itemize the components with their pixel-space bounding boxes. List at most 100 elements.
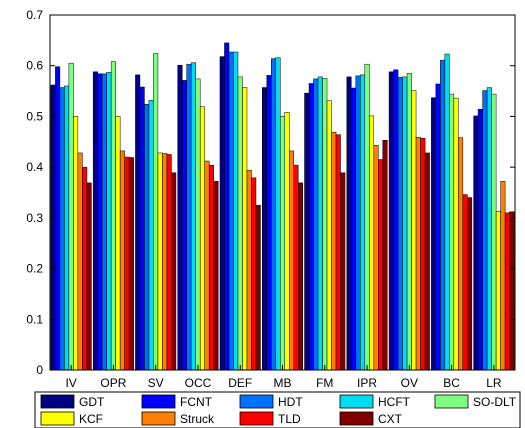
x-axis: IV OPR SV OCC DEF MB FM IPR OV BC LR — [65, 365, 502, 390]
bar-gdt-opr — [92, 71, 98, 371]
y-tick-label: 0.4 — [26, 160, 43, 174]
bar-hdt-ipr — [355, 75, 361, 371]
bar-tld-lr — [504, 212, 510, 371]
legend-swatch-kcf — [40, 411, 75, 426]
legend: GDT FCNT HDT HCFT SO-DLT KCF Struck TLD CXT — [34, 391, 521, 428]
bar-hdt-def — [228, 51, 234, 371]
bar-kcf-iv — [73, 116, 79, 371]
bar-tld-occ — [208, 164, 214, 371]
bar-struck-ipr — [373, 145, 379, 371]
bar-so-dlt-fm — [322, 78, 328, 371]
bar-hdt-fm — [313, 78, 319, 371]
bar-struck-ov — [415, 136, 421, 371]
bar-tld-mb — [293, 164, 299, 371]
bar-fcnt-ipr — [351, 87, 357, 371]
bar-cxt-bc — [467, 197, 473, 371]
bar-so-dlt-ipr — [364, 63, 370, 371]
bar-struck-sv — [162, 153, 168, 371]
y-tick-label: 0 — [36, 363, 43, 377]
y-tick-label: 0.7 — [26, 8, 43, 22]
x-tick-label: DEF — [228, 376, 252, 390]
legend-label-kcf: KCF — [79, 412, 103, 426]
bar-fcnt-opr — [97, 73, 103, 371]
bar-so-dlt-sv — [153, 53, 159, 371]
legend-label-cxt: CXT — [378, 412, 403, 426]
bar-hdt-bc — [440, 59, 446, 371]
bar-hcft-opr — [106, 72, 112, 371]
bar-kcf-lr — [495, 211, 501, 371]
bar-hcft-ipr — [360, 74, 366, 371]
bar-hcft-sv — [148, 99, 154, 371]
bar-gdt-sv — [135, 74, 141, 371]
x-tick-label: SV — [148, 376, 164, 390]
bar-kcf-def — [242, 87, 248, 371]
bar-tld-bc — [462, 194, 468, 371]
y-tick-label: 0.3 — [26, 211, 43, 225]
y-tick-label: 0.5 — [26, 109, 43, 123]
bar-so-dlt-opr — [110, 61, 116, 371]
legend-label-hdt: HDT — [278, 395, 303, 409]
x-tick-label: BC — [443, 376, 460, 390]
legend-swatch-hdt — [239, 394, 274, 409]
bar-gdt-def — [219, 56, 225, 371]
bar-kcf-sv — [157, 152, 163, 371]
bar-cxt-mb — [298, 182, 303, 371]
y-tick-label: 0.2 — [26, 262, 43, 276]
bar-kcf-bc — [453, 97, 459, 371]
x-tick-label: OPR — [100, 376, 126, 390]
bar-struck-occ — [204, 160, 210, 371]
x-tick-label: OV — [401, 376, 418, 390]
bar-gdt-ipr — [346, 76, 352, 371]
bar-struck-opr — [119, 150, 125, 371]
bar-tld-ov — [420, 137, 426, 371]
bar-cxt-fm — [340, 172, 346, 371]
bar-fcnt-occ — [181, 80, 187, 371]
legend-label-so-dlt: SO-DLT — [473, 395, 517, 409]
bar-gdt-occ — [177, 64, 183, 371]
bar-cxt-ov — [424, 152, 430, 371]
bar-struck-def — [246, 169, 252, 371]
bar-hdt-mb — [271, 58, 276, 371]
bar-gdt-iv — [50, 84, 56, 371]
bar-kcf-mb — [284, 112, 290, 371]
bar-fcnt-sv — [139, 86, 145, 371]
bar-cxt-sv — [171, 172, 177, 371]
x-tick-label: LR — [486, 376, 502, 390]
bar-kcf-occ — [199, 106, 205, 371]
bar-cxt-iv — [86, 182, 92, 371]
bar-kcf-ipr — [369, 115, 375, 371]
bar-hcft-bc — [444, 53, 450, 371]
bars-layer — [50, 42, 515, 371]
x-tick-label: FM — [316, 376, 333, 390]
bar-fcnt-iv — [55, 66, 61, 371]
legend-label-hcft: HCFT — [378, 395, 411, 409]
bar-hdt-opr — [101, 73, 107, 371]
legend-swatch-tld — [239, 411, 274, 426]
bar-hcft-mb — [275, 57, 281, 371]
bar-hdt-sv — [144, 104, 150, 371]
bar-hcft-lr — [486, 87, 492, 371]
bar-hdt-lr — [482, 90, 488, 371]
bar-gdt-bc — [431, 97, 437, 371]
bar-hcft-occ — [190, 62, 196, 371]
bar-tld-opr — [124, 156, 130, 371]
bar-fcnt-ov — [393, 69, 399, 371]
bar-cxt-occ — [213, 181, 219, 371]
bar-fcnt-fm — [308, 83, 314, 371]
bar-so-dlt-bc — [449, 93, 455, 371]
bar-struck-mb — [289, 150, 294, 371]
y-tick-label: 0.1 — [26, 312, 43, 326]
bar-kcf-opr — [115, 116, 121, 371]
legend-swatch-hcft — [339, 394, 374, 409]
bar-kcf-fm — [326, 100, 332, 371]
bar-hdt-occ — [186, 63, 192, 371]
bar-so-dlt-iv — [68, 62, 74, 371]
bar-hcft-def — [233, 51, 239, 371]
bar-fcnt-mb — [266, 75, 272, 371]
legend-swatch-struck — [141, 411, 176, 426]
bar-so-dlt-def — [237, 76, 243, 371]
bar-tld-def — [251, 177, 257, 371]
bar-struck-iv — [77, 152, 83, 371]
bar-fcnt-bc — [435, 83, 441, 371]
